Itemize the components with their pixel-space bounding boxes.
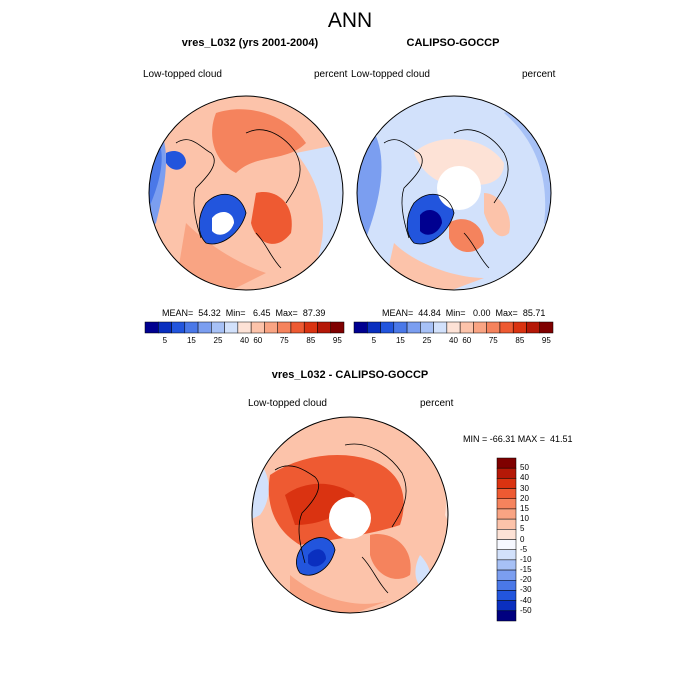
colorbar-tick-label: -50 bbox=[520, 605, 532, 615]
colorbar-swatch bbox=[406, 321, 421, 334]
panel-2-units-label: percent bbox=[522, 69, 556, 80]
panel-1-colorbar bbox=[144, 321, 345, 334]
colorbar-tick-label: 40 bbox=[240, 336, 249, 345]
colorbar-swatch bbox=[303, 321, 318, 334]
panel-1-title: vres_L032 (yrs 2001-2004) bbox=[181, 37, 319, 49]
colorbar-tick-label: -20 bbox=[520, 575, 532, 585]
colorbar-tick-label: -40 bbox=[520, 595, 532, 605]
colorbar-swatch bbox=[496, 498, 517, 510]
colorbar-tick-label: 75 bbox=[279, 336, 289, 345]
colorbar-swatch bbox=[250, 321, 265, 334]
diff-panel-units-label: percent bbox=[420, 398, 454, 409]
colorbar-swatch bbox=[496, 590, 517, 601]
colorbar-swatch bbox=[496, 559, 517, 571]
diff-panel-variable-label: Low-topped cloud bbox=[248, 398, 327, 409]
colorbar-tick-label: 60 bbox=[253, 336, 263, 345]
colorbar-swatch bbox=[496, 478, 517, 489]
colorbar-swatch bbox=[158, 321, 172, 334]
colorbar-swatch bbox=[512, 321, 527, 334]
colorbar-swatch bbox=[144, 321, 159, 334]
colorbar-swatch bbox=[473, 321, 487, 334]
colorbar-tick-label: 30 bbox=[520, 483, 529, 493]
diff-panel-stats: MIN = -66.31 MAX = 41.51 bbox=[463, 434, 573, 444]
colorbar-swatch bbox=[496, 467, 517, 479]
colorbar-tick-label: 5 bbox=[162, 336, 168, 345]
colorbar-swatch bbox=[496, 529, 517, 540]
colorbar-tick-label: 75 bbox=[488, 336, 498, 345]
colorbar-swatch bbox=[330, 321, 345, 334]
colorbar-swatch bbox=[496, 610, 517, 622]
panel-1-stats: MEAN= 54.32 Min= 6.45 Max= 87.39 bbox=[162, 308, 326, 318]
colorbar-swatch bbox=[499, 321, 514, 334]
colorbar-swatch bbox=[211, 321, 225, 334]
colorbar-swatch bbox=[496, 580, 517, 591]
colorbar-swatch bbox=[367, 321, 381, 334]
colorbar-tick-label: 85 bbox=[306, 336, 316, 345]
colorbar-swatch bbox=[496, 457, 517, 469]
colorbar-swatch bbox=[290, 321, 305, 334]
colorbar-tick-label: 95 bbox=[541, 336, 551, 345]
colorbar-tick-label: -15 bbox=[520, 565, 532, 575]
panel-1-polar-map bbox=[148, 95, 344, 291]
colorbar-tick-label: 85 bbox=[515, 336, 525, 345]
colorbar-swatch bbox=[277, 321, 292, 334]
diff-colorbar bbox=[496, 457, 517, 622]
panel-2-colorbar bbox=[353, 321, 554, 334]
colorbar-tick-label: 5 bbox=[371, 336, 377, 345]
colorbar-swatch bbox=[380, 321, 395, 334]
colorbar-swatch bbox=[433, 321, 448, 334]
colorbar-tick-label: -30 bbox=[520, 585, 532, 595]
colorbar-tick-label: 40 bbox=[520, 473, 529, 483]
colorbar-swatch bbox=[353, 321, 368, 334]
colorbar-swatch bbox=[264, 321, 278, 334]
diff-polar-map bbox=[251, 416, 449, 614]
panel-2-variable-label: Low-topped cloud bbox=[351, 69, 430, 80]
colorbar-tick-label: 15 bbox=[520, 503, 529, 513]
colorbar-swatch bbox=[496, 549, 517, 561]
colorbar-swatch bbox=[496, 539, 517, 550]
colorbar-swatch bbox=[446, 321, 461, 334]
colorbar-swatch bbox=[539, 321, 554, 334]
page-title: ANN bbox=[327, 9, 373, 32]
colorbar-swatch bbox=[496, 569, 517, 581]
colorbar-tick-label: 25 bbox=[213, 336, 223, 345]
colorbar-swatch bbox=[496, 518, 517, 530]
colorbar-swatch bbox=[184, 321, 199, 334]
colorbar-swatch bbox=[459, 321, 474, 334]
colorbar-swatch bbox=[526, 321, 540, 334]
colorbar-tick-label: 40 bbox=[449, 336, 458, 345]
colorbar-tick-label: 0 bbox=[520, 534, 525, 544]
panel-2-stats: MEAN= 44.84 Min= 0.00 Max= 85.71 bbox=[382, 308, 546, 318]
colorbar-swatch bbox=[237, 321, 252, 334]
colorbar-swatch bbox=[496, 508, 517, 520]
colorbar-tick-label: 20 bbox=[520, 493, 529, 503]
panel-2-title: CALIPSO-GOCCP bbox=[406, 37, 500, 49]
colorbar-swatch bbox=[317, 321, 331, 334]
colorbar-tick-label: 95 bbox=[332, 336, 342, 345]
colorbar-swatch bbox=[496, 488, 517, 499]
panel-1-variable-label: Low-topped cloud bbox=[143, 69, 222, 80]
colorbar-tick-label: -5 bbox=[520, 544, 528, 554]
colorbar-swatch bbox=[486, 321, 501, 334]
colorbar-swatch bbox=[171, 321, 186, 334]
panel-2-polar-map bbox=[356, 95, 552, 291]
colorbar-tick-label: 60 bbox=[462, 336, 472, 345]
colorbar-tick-label: 15 bbox=[395, 336, 405, 345]
colorbar-swatch bbox=[224, 321, 239, 334]
colorbar-swatch bbox=[420, 321, 434, 334]
colorbar-tick-label: 10 bbox=[520, 514, 529, 524]
panel-1-units-label: percent bbox=[314, 69, 348, 80]
colorbar-tick-label: 25 bbox=[422, 336, 432, 345]
colorbar-swatch bbox=[496, 600, 517, 612]
colorbar-tick-label: 15 bbox=[186, 336, 196, 345]
colorbar-tick-label: 5 bbox=[520, 524, 525, 534]
colorbar-tick-label: -10 bbox=[520, 554, 532, 564]
colorbar-swatch bbox=[197, 321, 212, 334]
colorbar-swatch bbox=[393, 321, 408, 334]
diff-panel-title: vres_L032 - CALIPSO-GOCCP bbox=[271, 369, 429, 381]
colorbar-tick-label: 50 bbox=[520, 463, 529, 473]
